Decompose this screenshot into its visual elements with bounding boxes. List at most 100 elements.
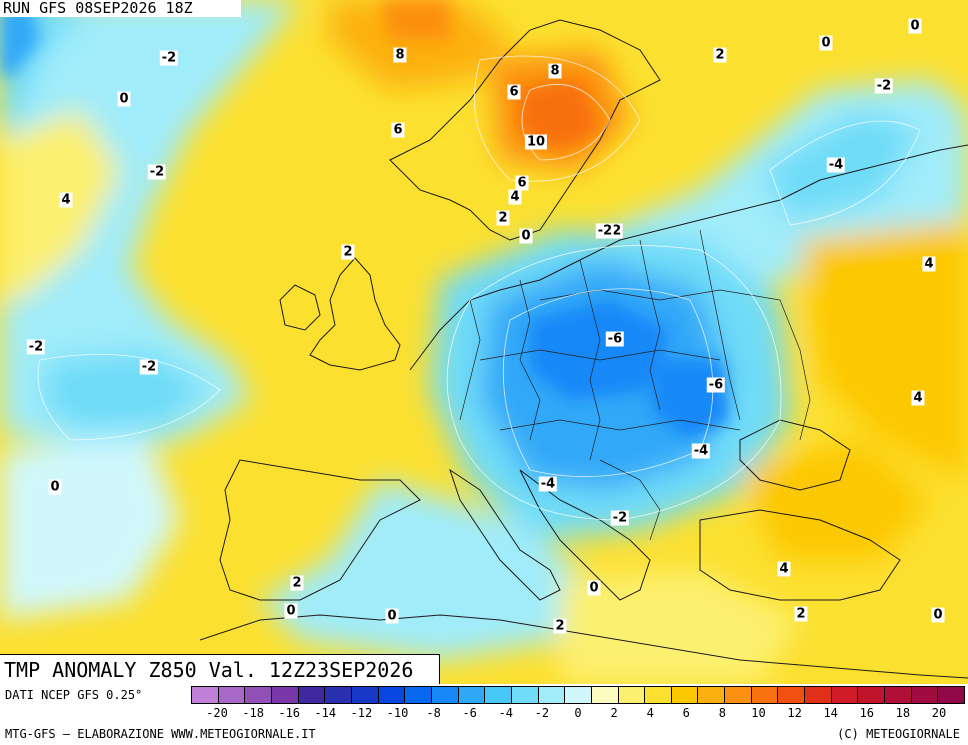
contour-label: 2 bbox=[341, 244, 355, 260]
iberia-cool bbox=[0, 440, 180, 620]
color-swatch bbox=[858, 687, 886, 703]
contour-label: 4 bbox=[508, 189, 522, 205]
contour-label: -6 bbox=[706, 377, 726, 393]
contour-label: -2 bbox=[139, 359, 159, 375]
border-line bbox=[779, 299, 811, 441]
balkans-coastline bbox=[519, 469, 651, 601]
ireland-coastline bbox=[279, 284, 321, 331]
border-line bbox=[639, 239, 661, 411]
color-swatch bbox=[778, 687, 806, 703]
color-swatch bbox=[192, 687, 219, 703]
color-swatch bbox=[271, 687, 299, 703]
contour-label: 6 bbox=[515, 175, 529, 191]
contour-label: 0 bbox=[117, 91, 131, 107]
color-swatch bbox=[511, 687, 539, 703]
color-scale-tick-label: 20 bbox=[931, 706, 947, 720]
color-scale-bar bbox=[191, 686, 965, 704]
color-scale-tick-label: 8 bbox=[718, 706, 727, 720]
color-scale-tick-label: -4 bbox=[498, 706, 514, 720]
color-swatch bbox=[458, 687, 486, 703]
contour-label: -6 bbox=[605, 331, 625, 347]
atlantic-cool-south bbox=[40, 350, 210, 430]
color-swatch bbox=[725, 687, 752, 703]
color-scale-tick-label: 14 bbox=[823, 706, 838, 720]
color-scale-tick-label: -18 bbox=[242, 706, 264, 720]
color-scale-tick-label: 0 bbox=[574, 706, 582, 720]
color-scale-tick-label: -8 bbox=[426, 706, 441, 720]
color-swatch bbox=[485, 687, 512, 703]
contour-label: 8 bbox=[548, 63, 562, 79]
border-line bbox=[599, 459, 661, 541]
color-scale-tick-label: -6 bbox=[462, 706, 477, 720]
color-swatch bbox=[405, 687, 432, 703]
contour-label: -2 bbox=[595, 223, 615, 239]
color-swatch bbox=[751, 687, 779, 703]
color-scale-tick-label: 12 bbox=[787, 706, 802, 720]
contour-label: 0 bbox=[385, 608, 399, 624]
border-line bbox=[519, 279, 541, 441]
scandinavia-hot-core bbox=[520, 80, 600, 150]
color-swatch bbox=[351, 687, 379, 703]
color-swatch bbox=[325, 687, 352, 703]
color-swatch bbox=[911, 687, 939, 703]
mediterranean-cool bbox=[260, 480, 600, 660]
contour-label: -4 bbox=[826, 157, 846, 173]
color-scale-ticks: -20 -18 -16 -14 -12 -10 -8 -6 -4 -2 0 2 4 6 8 10 12 14 16 1… bbox=[191, 706, 965, 722]
contour-label: -2 bbox=[159, 50, 179, 66]
map-title: TMP ANOMALY Z850 Val. 12Z23SEP2026 bbox=[0, 654, 440, 684]
contour-label: 4 bbox=[777, 561, 791, 577]
color-swatch bbox=[698, 687, 726, 703]
contour-label: 0 bbox=[819, 35, 833, 51]
color-swatch bbox=[538, 687, 566, 703]
color-scale-tick-label: 2 bbox=[610, 706, 618, 720]
temperature-anomaly-map: -20-2486286106420-220-2-2-2-6-6-4-4-2020… bbox=[0, 0, 968, 684]
contour-label: 2 bbox=[713, 47, 727, 63]
contour-label: 4 bbox=[911, 390, 925, 406]
color-scale-tick-label: -20 bbox=[206, 706, 228, 720]
color-scale-tick-label: -10 bbox=[386, 706, 409, 720]
color-swatch bbox=[565, 687, 592, 703]
border-line bbox=[699, 229, 741, 421]
color-scale-tick-label: 16 bbox=[859, 706, 875, 720]
footer-legend-panel: DATI NCEP GFS 0.25° -20 -18 -16 -14 -12 -10 -8… bbox=[0, 684, 968, 745]
north-africa-coastline bbox=[199, 614, 968, 679]
data-source-label: DATI NCEP GFS 0.25° bbox=[5, 688, 143, 702]
run-label: RUN GFS 08SEP2026 18Z bbox=[0, 0, 241, 17]
norway-sea-hot-core bbox=[380, 0, 450, 40]
iberia-coastline bbox=[219, 459, 421, 601]
color-swatch bbox=[645, 687, 672, 703]
copyright-label: (C) METEOGIORNALE bbox=[837, 727, 960, 741]
border-line bbox=[459, 299, 481, 421]
scandinavia-warm bbox=[330, 0, 510, 90]
color-scale-tick-label: -16 bbox=[278, 706, 301, 720]
contour-label: 0 bbox=[519, 228, 533, 244]
britain-coastline bbox=[309, 257, 401, 371]
contour-label: 4 bbox=[59, 192, 73, 208]
isoline bbox=[446, 245, 782, 521]
color-swatch bbox=[831, 687, 859, 703]
isoline bbox=[521, 83, 611, 161]
color-swatch bbox=[431, 687, 459, 703]
atlantic-cold-core bbox=[0, 0, 40, 80]
east-warm bbox=[800, 220, 968, 480]
color-scale-tick-label: 6 bbox=[682, 706, 690, 720]
color-scale-tick-label: 4 bbox=[646, 706, 654, 720]
contour-label: 2 bbox=[794, 606, 808, 622]
italy-coastline bbox=[449, 468, 561, 601]
color-scale-tick-label: 18 bbox=[895, 706, 911, 720]
contour-label: -4 bbox=[538, 476, 558, 492]
map-canvas bbox=[0, 0, 968, 684]
color-swatch bbox=[805, 687, 832, 703]
color-scale-tick-label: -12 bbox=[350, 706, 373, 720]
contour-label: 0 bbox=[908, 18, 922, 34]
contour-label: -2 bbox=[147, 164, 167, 180]
contour-label: 4 bbox=[922, 256, 936, 272]
color-swatch bbox=[245, 687, 272, 703]
turkey-coastline bbox=[699, 509, 901, 601]
color-swatch bbox=[378, 687, 406, 703]
anomaly-cores bbox=[0, 0, 730, 440]
color-scale-tick-label: 10 bbox=[751, 706, 766, 720]
contour-label: -2 bbox=[610, 510, 630, 526]
color-swatch bbox=[671, 687, 699, 703]
contour-label: 8 bbox=[393, 47, 407, 63]
